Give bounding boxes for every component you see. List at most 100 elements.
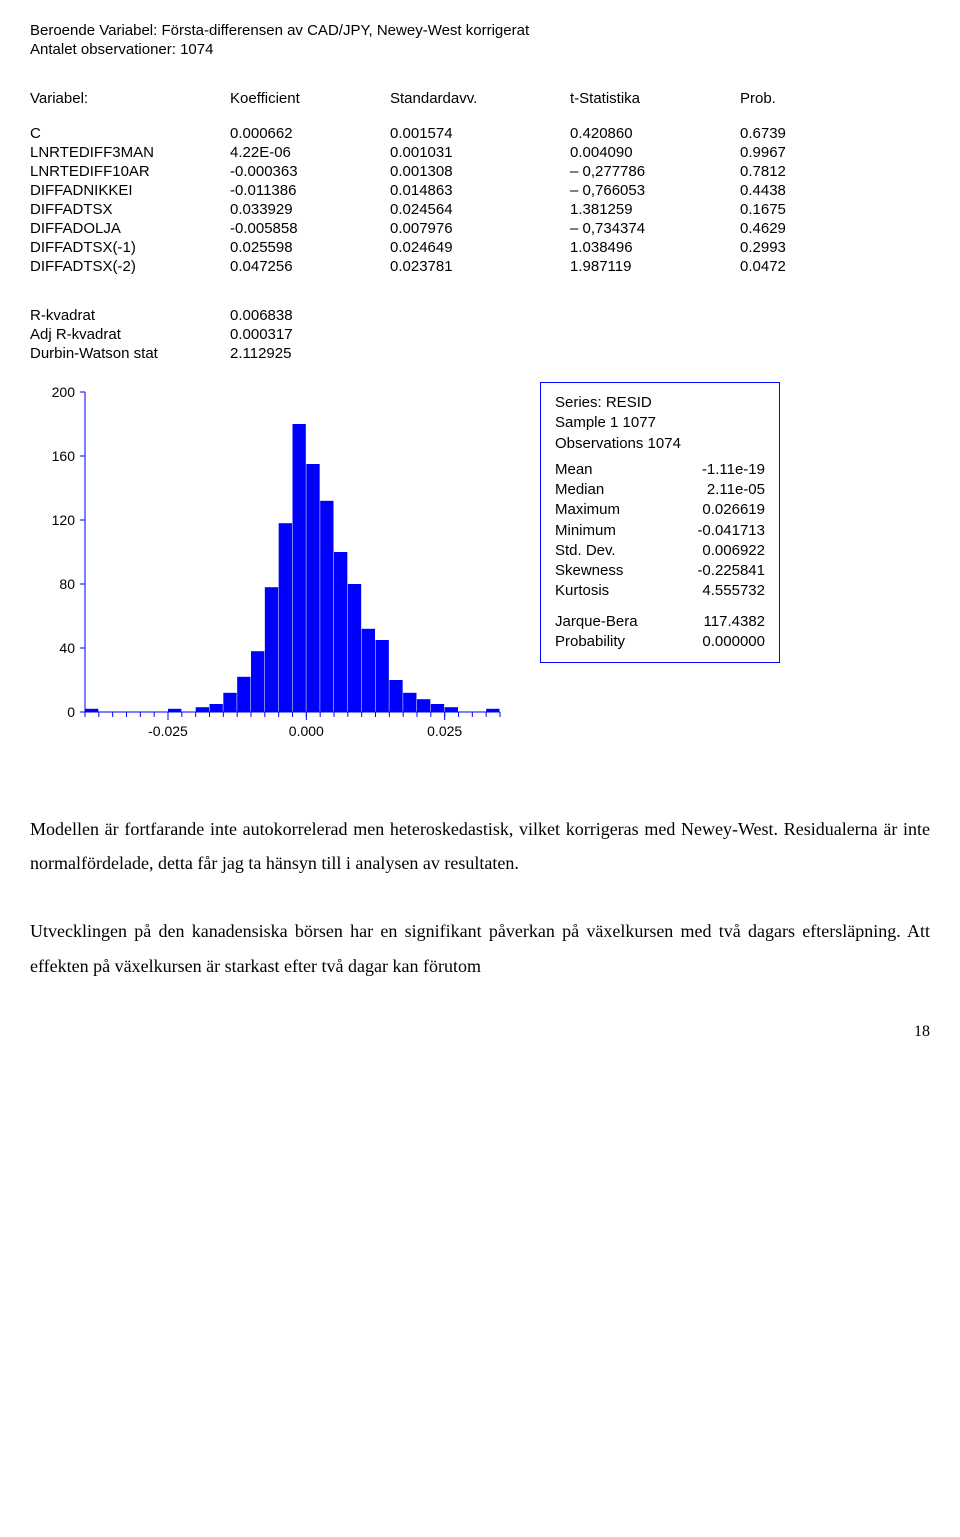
paragraph-2: Utvecklingen på den kanadensiska börsen … <box>30 914 930 982</box>
svg-text:-0.025: -0.025 <box>148 723 188 739</box>
cell-var: DIFFADTSX <box>30 201 230 218</box>
cell-t: 1.381259 <box>570 201 740 218</box>
table-header-row: Variabel: Koefficient Standardavv. t-Sta… <box>30 90 930 107</box>
statsbox-row: Jarque-Bera117.4382 <box>555 612 765 632</box>
cell-p: 0.0472 <box>740 258 860 275</box>
nobs-line: Antalet observationer: 1074 <box>30 41 930 58</box>
cell-se: 0.024649 <box>390 239 570 256</box>
cell-var: DIFFADTSX(-2) <box>30 258 230 275</box>
figure-wrap: 04080120160200-0.0250.0000.025 Series: R… <box>30 382 930 752</box>
fitstat-value: 0.006838 <box>230 307 350 324</box>
svg-text:0.000: 0.000 <box>289 723 324 739</box>
fitstat-row: Durbin-Watson stat2.112925 <box>30 345 930 362</box>
statsbox-group1: Mean-1.11e-19Median2.11e-05Maximum0.0266… <box>555 460 765 602</box>
cell-var: LNRTEDIFF10AR <box>30 163 230 180</box>
cell-coef: -0.005858 <box>230 220 390 237</box>
table-row: C0.0006620.0015740.4208600.6739 <box>30 125 930 142</box>
statsbox-value: 4.555732 <box>675 581 765 601</box>
cell-coef: 0.025598 <box>230 239 390 256</box>
fit-statistics-block: R-kvadrat0.006838Adj R-kvadrat0.000317Du… <box>30 307 930 362</box>
cell-se: 0.024564 <box>390 201 570 218</box>
cell-t: 0.004090 <box>570 144 740 161</box>
statsbox-row: Maximum0.026619 <box>555 500 765 520</box>
statsbox-header: Series: RESID Sample 1 1077 Observations… <box>555 393 765 454</box>
cell-t: – 0,766053 <box>570 182 740 199</box>
residual-histogram-chart: 04080120160200-0.0250.0000.025 <box>30 382 510 752</box>
statsbox-label: Mean <box>555 460 675 480</box>
statsbox-row: Skewness-0.225841 <box>555 561 765 581</box>
svg-text:0.025: 0.025 <box>427 723 462 739</box>
cell-var: DIFFADNIKKEI <box>30 182 230 199</box>
svg-text:80: 80 <box>59 576 75 592</box>
table-row: DIFFADTSX(-1)0.0255980.0246491.0384960.2… <box>30 239 930 256</box>
statsbox-value: 0.006922 <box>675 541 765 561</box>
cell-var: C <box>30 125 230 142</box>
fitstat-label: Adj R-kvadrat <box>30 326 230 343</box>
fitstat-label: R-kvadrat <box>30 307 230 324</box>
page-number: 18 <box>30 1023 930 1041</box>
statsbox-value: -0.225841 <box>675 561 765 581</box>
svg-text:40: 40 <box>59 640 75 656</box>
svg-text:0: 0 <box>67 704 75 720</box>
cell-t: 1.038496 <box>570 239 740 256</box>
cell-se: 0.007976 <box>390 220 570 237</box>
statsbox-label: Kurtosis <box>555 581 675 601</box>
svg-text:160: 160 <box>52 448 76 464</box>
regression-table-body: C0.0006620.0015740.4208600.6739 LNRTEDIFF… <box>30 125 930 275</box>
fitstat-value: 2.112925 <box>230 345 350 362</box>
cell-p: 0.7812 <box>740 163 860 180</box>
statsbox-group2: Jarque-Bera117.4382Probability0.000000 <box>555 612 765 653</box>
statsbox-value: -0.041713 <box>675 521 765 541</box>
table-row: DIFFADTSX(-2)0.0472560.0237811.9871190.0… <box>30 258 930 275</box>
cell-se: 0.023781 <box>390 258 570 275</box>
cell-t: 1.987119 <box>570 258 740 275</box>
statsbox-obs: Observations 1074 <box>555 434 765 454</box>
statsbox-sample: Sample 1 1077 <box>555 413 765 433</box>
cell-coef: -0.000363 <box>230 163 390 180</box>
cell-coef: 0.033929 <box>230 201 390 218</box>
statsbox-value: -1.11e-19 <box>675 460 765 480</box>
statsbox-label: Skewness <box>555 561 675 581</box>
statsbox-label: Std. Dev. <box>555 541 675 561</box>
cell-var: DIFFADTSX(-1) <box>30 239 230 256</box>
body-text: Modellen är fortfarande inte autokorrele… <box>30 812 930 983</box>
col-p-label: Prob. <box>740 90 860 107</box>
table-row: DIFFADTSX0.0339290.0245641.3812590.1675 <box>30 201 930 218</box>
dependent-variable-line: Beroende Variabel: Första-differensen av… <box>30 22 930 39</box>
svg-text:200: 200 <box>52 384 76 400</box>
col-se-label: Standardavv. <box>390 90 570 107</box>
cell-coef: 4.22E-06 <box>230 144 390 161</box>
cell-p: 0.4438 <box>740 182 860 199</box>
fitstat-row: Adj R-kvadrat0.000317 <box>30 326 930 343</box>
cell-coef: -0.011386 <box>230 182 390 199</box>
statsbox-row: Mean-1.11e-19 <box>555 460 765 480</box>
cell-coef: 0.000662 <box>230 125 390 142</box>
cell-coef: 0.047256 <box>230 258 390 275</box>
statsbox-value: 117.4382 <box>675 612 765 632</box>
statsbox-value: 2.11e-05 <box>675 480 765 500</box>
statsbox-label: Jarque-Bera <box>555 612 675 632</box>
cell-se: 0.014863 <box>390 182 570 199</box>
fitstat-row: R-kvadrat0.006838 <box>30 307 930 324</box>
statsbox-value: 0.026619 <box>675 500 765 520</box>
cell-se: 0.001031 <box>390 144 570 161</box>
statsbox-label: Probability <box>555 632 675 652</box>
cell-t: – 0,277786 <box>570 163 740 180</box>
statsbox-row: Std. Dev.0.006922 <box>555 541 765 561</box>
residual-stats-box: Series: RESID Sample 1 1077 Observations… <box>540 382 780 663</box>
paragraph-1: Modellen är fortfarande inte autokorrele… <box>30 812 930 880</box>
table-row: LNRTEDIFF10AR-0.0003630.001308– 0,277786… <box>30 163 930 180</box>
statsbox-row: Minimum-0.041713 <box>555 521 765 541</box>
cell-t: 0.420860 <box>570 125 740 142</box>
table-row: LNRTEDIFF3MAN4.22E-060.0010310.0040900.9… <box>30 144 930 161</box>
fitstat-value: 0.000317 <box>230 326 350 343</box>
statsbox-label: Maximum <box>555 500 675 520</box>
statsbox-label: Median <box>555 480 675 500</box>
statsbox-row: Median2.11e-05 <box>555 480 765 500</box>
cell-se: 0.001308 <box>390 163 570 180</box>
statsbox-row: Kurtosis4.555732 <box>555 581 765 601</box>
cell-var: LNRTEDIFF3MAN <box>30 144 230 161</box>
col-var-label: Variabel: <box>30 90 230 107</box>
cell-t: – 0,734374 <box>570 220 740 237</box>
table-row: DIFFADOLJA-0.0058580.007976– 0,7343740.4… <box>30 220 930 237</box>
